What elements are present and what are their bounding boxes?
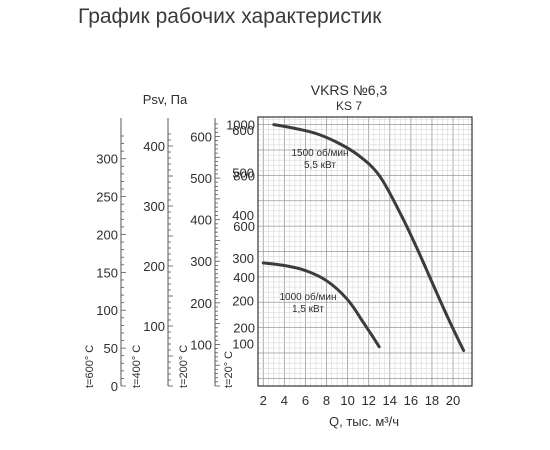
- x-tick-label: 12: [361, 393, 375, 408]
- temp-scale-tick-label: 400: [143, 139, 165, 154]
- x-tick-label: 16: [404, 393, 418, 408]
- temp-scale-tick-label: 300: [143, 199, 165, 214]
- y-tick-label: 800: [233, 168, 255, 183]
- x-tick-label: 4: [281, 393, 288, 408]
- series-label: 1500 об/мин: [291, 147, 348, 159]
- series-curve: [261, 261, 381, 349]
- x-axis: 2 4 6 8 10 12 14 16 18 20: [260, 393, 461, 408]
- temp-scale-label: t=200° C: [178, 345, 190, 388]
- plot-grid: [258, 117, 472, 386]
- chart-subtitle: KS 7: [336, 99, 362, 113]
- x-tick-label: 14: [383, 393, 397, 408]
- x-tick-label: 10: [340, 393, 354, 408]
- y-tick-label: 400: [233, 270, 255, 285]
- y-tick-label: 600: [233, 219, 255, 234]
- temp-scale-tick-label: 100: [232, 336, 254, 351]
- temp-scale-tick-label: 500: [190, 171, 212, 186]
- temp-scale-tick-label: 100: [143, 319, 165, 334]
- temp-scale-tick-label: 500: [232, 166, 254, 181]
- temp-scale-tick-label: 400: [190, 213, 212, 228]
- temp-scale-tick-label: 50: [104, 341, 118, 356]
- temp-scale-tick-label: 100: [96, 303, 118, 318]
- temp-scale-tick-label: 250: [96, 190, 118, 205]
- x-axis-label: Q, тыс. м³/ч: [329, 414, 399, 429]
- plot-frame: [257, 116, 473, 387]
- series-label: 1000 об/мин: [279, 291, 336, 303]
- series-curve: [272, 123, 466, 352]
- y-tick-label: 200: [233, 321, 255, 336]
- chart-title: VKRS №6,3: [311, 82, 388, 98]
- temp-scale-tick-label: 150: [96, 265, 118, 280]
- temp-scale-label: t=20° C: [223, 351, 235, 388]
- temp-scale-tick-label: 300: [232, 251, 254, 266]
- series-label: 1,5 кВт: [292, 304, 324, 315]
- temp-scale-label: t=600° C: [84, 345, 96, 388]
- x-tick-label: 20: [446, 393, 460, 408]
- x-tick-label: 8: [323, 393, 330, 408]
- temp-scale-tick-label: 300: [190, 254, 212, 269]
- temp-scale-label: t=400° C: [131, 345, 143, 388]
- temp-scale-tick-label: 200: [190, 296, 212, 311]
- page-title: График рабочих характеристик: [78, 5, 382, 28]
- plot-border: [257, 116, 473, 387]
- temp-scale-tick-label: 600: [190, 129, 212, 144]
- temp-scale-tick-label: 200: [143, 259, 165, 274]
- chart-labels: VKRS №6,3 KS 7 Psv, Па Q, тыс. м³/ч: [143, 82, 399, 429]
- temp-scale-tick-label: 100: [190, 337, 212, 352]
- series-label: 5,5 кВт: [304, 160, 336, 171]
- temp-scale-tick-label: 400: [232, 208, 254, 223]
- x-tick-label: 18: [425, 393, 439, 408]
- temp-scale-tick-label: 0: [111, 379, 118, 394]
- x-tick-label: 6: [302, 393, 309, 408]
- temp-scale-tick-label: 200: [232, 294, 254, 309]
- temp-scale-tick-label: 600: [232, 123, 254, 138]
- y-tick-label: 1000: [226, 118, 255, 133]
- x-tick-label: 2: [260, 393, 267, 408]
- temp-scale-tick-label: 200: [96, 227, 118, 242]
- temp-scale-tick-label: 300: [96, 152, 118, 167]
- y-axis-label: Psv, Па: [143, 92, 188, 107]
